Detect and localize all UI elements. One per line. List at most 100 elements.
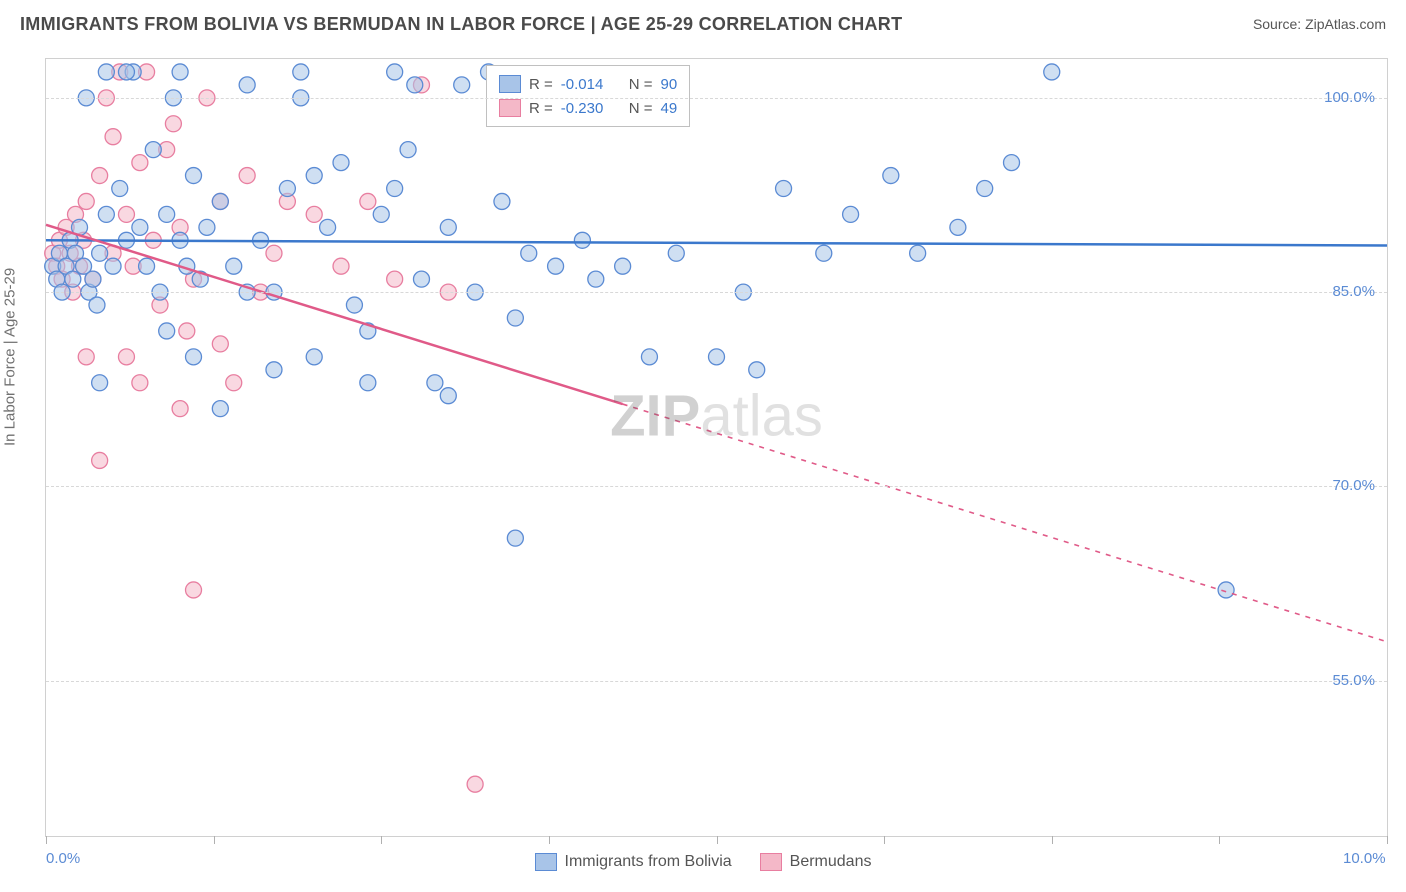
x-tick bbox=[884, 836, 885, 844]
x-tick bbox=[1387, 836, 1388, 844]
legend-swatch bbox=[760, 853, 782, 871]
scatter-point bbox=[668, 245, 684, 261]
scatter-point bbox=[132, 219, 148, 235]
scatter-point bbox=[776, 181, 792, 197]
scatter-point bbox=[139, 258, 155, 274]
scatter-point bbox=[548, 258, 564, 274]
y-tick-label: 70.0% bbox=[1332, 477, 1375, 494]
scatter-point bbox=[159, 323, 175, 339]
scatter-point bbox=[65, 271, 81, 287]
scatter-point bbox=[145, 142, 161, 158]
scatter-point bbox=[105, 258, 121, 274]
stats-row: R = -0.230 N = 49 bbox=[499, 96, 677, 120]
scatter-point bbox=[266, 362, 282, 378]
scatter-point bbox=[615, 258, 631, 274]
scatter-point bbox=[92, 375, 108, 391]
scatter-point bbox=[883, 168, 899, 184]
legend-swatch bbox=[535, 853, 557, 871]
scatter-point bbox=[427, 375, 443, 391]
y-tick-label: 55.0% bbox=[1332, 672, 1375, 689]
n-value: 49 bbox=[661, 100, 678, 117]
scatter-point bbox=[400, 142, 416, 158]
legend-item: Immigrants from Bolivia bbox=[535, 853, 732, 871]
scatter-point bbox=[172, 401, 188, 417]
scatter-point bbox=[78, 349, 94, 365]
scatter-point bbox=[588, 271, 604, 287]
scatter-point bbox=[92, 168, 108, 184]
n-label: N = bbox=[629, 76, 653, 93]
scatter-point bbox=[293, 64, 309, 80]
scatter-point bbox=[186, 582, 202, 598]
r-value: -0.230 bbox=[561, 100, 615, 117]
scatter-point bbox=[112, 181, 128, 197]
trend-line bbox=[46, 240, 1387, 245]
scatter-point bbox=[346, 297, 362, 313]
scatter-point bbox=[159, 206, 175, 222]
scatter-point bbox=[226, 375, 242, 391]
scatter-point bbox=[440, 388, 456, 404]
scatter-point bbox=[118, 206, 134, 222]
legend-swatch bbox=[499, 99, 521, 117]
x-tick bbox=[549, 836, 550, 844]
scatter-point bbox=[85, 271, 101, 287]
scatter-point bbox=[507, 530, 523, 546]
scatter-point bbox=[440, 219, 456, 235]
gridline bbox=[46, 681, 1387, 682]
scatter-point bbox=[373, 206, 389, 222]
legend-swatch bbox=[499, 75, 521, 93]
scatter-point bbox=[320, 219, 336, 235]
scatter-point bbox=[977, 181, 993, 197]
chart-plot-area: ZIPatlas R =-0.014N =90R =-0.230N =49 55… bbox=[45, 58, 1388, 837]
x-tick bbox=[717, 836, 718, 844]
scatter-point bbox=[454, 77, 470, 93]
scatter-point bbox=[118, 349, 134, 365]
trend-line-extrapolated bbox=[623, 404, 1387, 642]
series-legend: Immigrants from Bolivia Bermudans bbox=[0, 853, 1406, 876]
legend-label: Bermudans bbox=[790, 853, 872, 871]
scatter-point bbox=[387, 181, 403, 197]
gridline bbox=[46, 486, 1387, 487]
scatter-point bbox=[1044, 64, 1060, 80]
scatter-point bbox=[494, 193, 510, 209]
scatter-point bbox=[950, 219, 966, 235]
r-label: R = bbox=[529, 100, 553, 117]
scatter-point bbox=[98, 64, 114, 80]
scatter-point bbox=[212, 401, 228, 417]
scatter-point bbox=[92, 245, 108, 261]
scatter-point bbox=[910, 245, 926, 261]
scatter-point bbox=[387, 64, 403, 80]
y-tick-label: 85.0% bbox=[1332, 283, 1375, 300]
source-link[interactable]: ZipAtlas.com bbox=[1305, 16, 1386, 32]
x-tick bbox=[1052, 836, 1053, 844]
n-label: N = bbox=[629, 100, 653, 117]
scatter-point bbox=[306, 349, 322, 365]
scatter-point bbox=[279, 181, 295, 197]
scatter-point bbox=[172, 64, 188, 80]
gridline bbox=[46, 292, 1387, 293]
r-label: R = bbox=[529, 76, 553, 93]
scatter-point bbox=[239, 77, 255, 93]
scatter-point bbox=[212, 336, 228, 352]
scatter-point bbox=[78, 193, 94, 209]
scatter-point bbox=[709, 349, 725, 365]
scatter-point bbox=[118, 64, 134, 80]
scatter-point bbox=[266, 245, 282, 261]
scatter-point bbox=[360, 193, 376, 209]
scatter-point bbox=[186, 168, 202, 184]
scatter-point bbox=[132, 155, 148, 171]
stats-row: R =-0.014N =90 bbox=[499, 72, 677, 96]
scatter-point bbox=[98, 206, 114, 222]
legend-label: Immigrants from Bolivia bbox=[565, 853, 732, 871]
correlation-stats-box: R =-0.014N =90R =-0.230N =49 bbox=[486, 65, 690, 127]
y-tick-label: 100.0% bbox=[1324, 89, 1375, 106]
scatter-plot-svg bbox=[46, 59, 1387, 836]
x-tick bbox=[1219, 836, 1220, 844]
x-tick bbox=[214, 836, 215, 844]
scatter-point bbox=[306, 168, 322, 184]
scatter-point bbox=[749, 362, 765, 378]
scatter-point bbox=[165, 116, 181, 132]
scatter-point bbox=[89, 297, 105, 313]
y-axis-label: In Labor Force | Age 25-29 bbox=[2, 268, 19, 446]
scatter-point bbox=[1004, 155, 1020, 171]
scatter-point bbox=[92, 452, 108, 468]
